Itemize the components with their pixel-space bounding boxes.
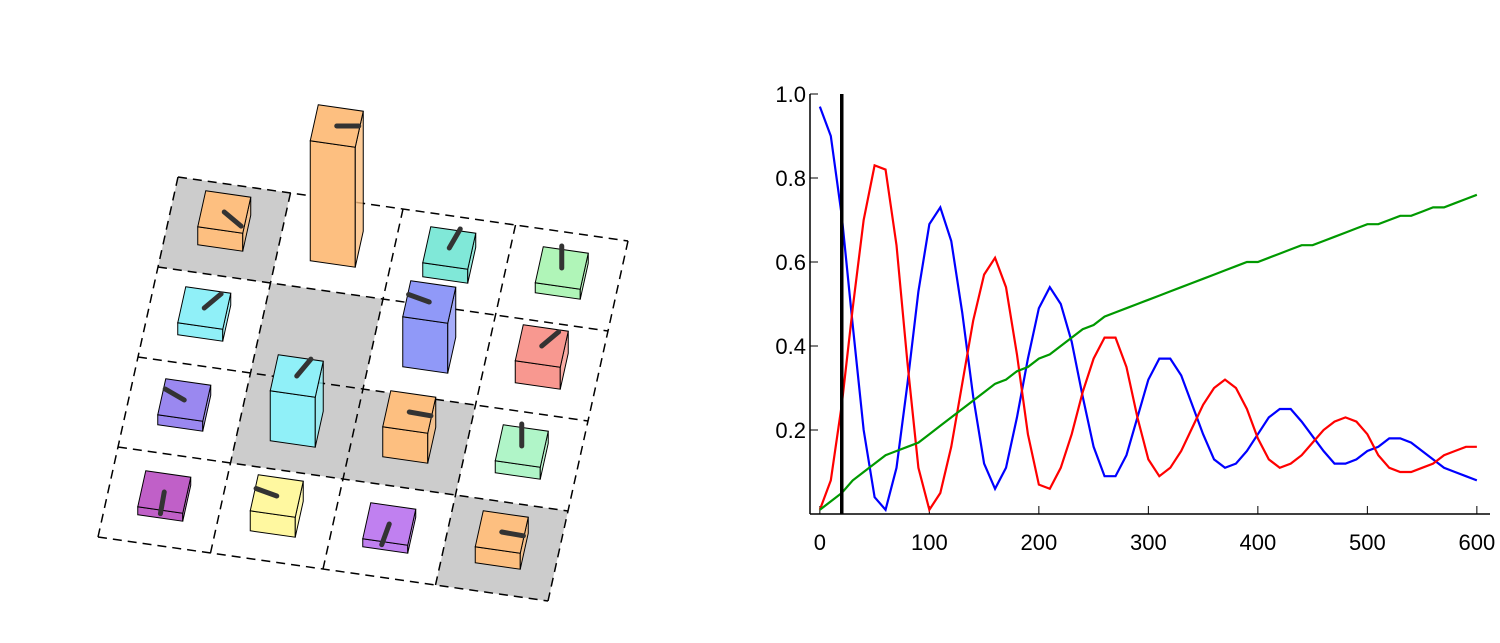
board-grid-line: [434, 224, 517, 586]
board-grid-line: [547, 240, 629, 602]
x-tick-label: 600: [1459, 530, 1496, 555]
x-tick-label: 500: [1349, 530, 1386, 555]
box-spin-stick: [539, 329, 562, 349]
box-front: [309, 140, 356, 268]
box-spin-stick: [499, 529, 526, 539]
x-tick-label: 400: [1239, 530, 1276, 555]
series-line: [819, 193, 1478, 511]
x-tick-label: 100: [911, 530, 948, 555]
box-spin-stick: [446, 226, 463, 251]
box-spin-stick: [406, 291, 432, 305]
y-tick-label: 0.4: [775, 334, 806, 359]
box-spin-stick: [201, 291, 224, 311]
y-tick-label: 1.0: [775, 82, 806, 107]
board-grid-line: [137, 356, 589, 422]
box-front: [402, 316, 449, 374]
board-grid-line: [117, 446, 569, 512]
series-line: [818, 106, 1478, 513]
y-tick-label: 0.6: [775, 250, 806, 275]
board-diagram: [97, 104, 629, 602]
series-line: [818, 163, 1477, 513]
x-tick-label: 0: [814, 530, 826, 555]
x-tick-label: 300: [1130, 530, 1167, 555]
box-spin-stick: [221, 209, 244, 229]
box-front: [269, 390, 316, 448]
box-spin-stick: [379, 521, 392, 548]
box-spin-stick: [406, 409, 434, 419]
box-spin-stick: [294, 356, 314, 379]
y-tick-label: 0.8: [775, 166, 806, 191]
board-grid-line: [97, 536, 549, 602]
line-chart: 0.2 0.4 0.6 0.8 1.0 0 100 200 300 400 500 600: [775, 82, 1495, 555]
x-tick-label: 200: [1020, 530, 1057, 555]
y-tick-label: 0.2: [775, 418, 806, 443]
box-spin-stick: [253, 485, 280, 499]
box-spin-stick: [157, 489, 167, 517]
box-spin-stick: [162, 386, 187, 403]
